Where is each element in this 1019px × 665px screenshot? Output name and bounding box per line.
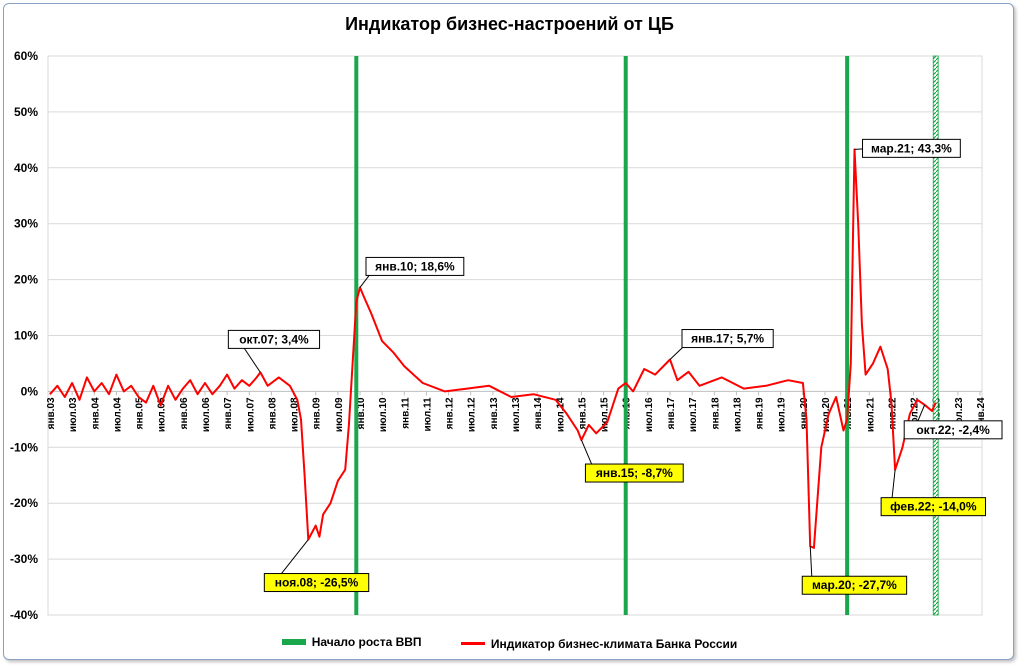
y-tick-label: 40% — [14, 161, 38, 175]
x-tick-label: янв.07 — [223, 397, 234, 429]
callout-low: фев.22; -14,0% — [880, 469, 987, 517]
x-tick-label: июл.04 — [112, 397, 123, 432]
x-tick-label: июл.17 — [688, 397, 699, 432]
x-tick-label: июл.06 — [201, 397, 212, 432]
y-tick-label: -10% — [10, 440, 38, 454]
legend-item-indicator: Индикатор бизнес-климата Банка России — [460, 636, 738, 651]
y-tick-label: 0% — [21, 384, 39, 398]
x-tick-label: янв.17 — [666, 397, 677, 429]
indicator-series-line — [49, 148, 937, 549]
x-tick-label: янв.14 — [533, 397, 544, 429]
x-tick-label: июл.10 — [378, 397, 389, 432]
x-tick-label: июл.03 — [68, 397, 79, 432]
x-tick-label: янв.12 — [445, 397, 456, 429]
x-tick-label: июл.16 — [644, 397, 655, 432]
series-line — [49, 148, 937, 549]
callout-label: фев.22; -14,0% — [890, 500, 977, 514]
callout-box — [862, 138, 961, 158]
callout-box — [801, 575, 908, 595]
callout-box — [903, 420, 1003, 440]
x-tick-label: июл.21 — [865, 397, 876, 432]
callout-label: янв.17; 5,7% — [691, 332, 764, 346]
x-tick-label: июл.18 — [732, 397, 743, 432]
y-tick-labels: 60% 50% 40% 30% 20% 10% 0% -10% -20% -30% -40% — [10, 49, 38, 622]
gdp-growth-markers — [354, 55, 939, 616]
callout-box — [263, 573, 370, 593]
x-tick-label: июл.11 — [422, 397, 433, 432]
callout-label: мар.20; -27,7% — [812, 578, 897, 592]
x-tick-label: янв.08 — [267, 397, 278, 429]
y-tick-label: 10% — [14, 329, 38, 343]
annotations: окт.07; 3,4% янв.10; 18,6% янв.17; 5,7% мар… — [227, 138, 1003, 595]
gdp-growth-forecast-line — [932, 55, 939, 616]
callout-box — [227, 329, 321, 349]
y-tick-label: -30% — [10, 552, 38, 566]
callout-high: окт.07; 3,4% — [227, 329, 321, 373]
y-tick-label: 20% — [14, 273, 38, 287]
legend-label-gdp: Начало роста ВВП — [311, 635, 422, 649]
y-tick-label: -40% — [10, 608, 38, 622]
x-tick-label: янв.13 — [489, 397, 500, 429]
callout-low: янв.15; -8,7% — [580, 439, 684, 483]
x-tick-label: янв.09 — [312, 397, 323, 429]
callout-label: окт.07; 3,4% — [239, 332, 309, 346]
legend-swatch-indicator — [460, 642, 485, 645]
callout-box — [880, 497, 987, 517]
callout-box — [365, 256, 465, 276]
y-gridlines — [47, 55, 983, 616]
x-tick-label: янв.05 — [135, 397, 146, 429]
x-tick-label: янв.20 — [799, 397, 810, 429]
x-tick-label: июл.22 — [910, 397, 921, 432]
callout-label: янв.10; 18,6% — [375, 259, 455, 273]
legend: Начало роста ВВП Индикатор бизнес-климат… — [0, 634, 1019, 651]
x-tick-label: июл.07 — [245, 397, 256, 432]
y-tick-label: -20% — [10, 496, 38, 510]
x-tick-label: янв.06 — [179, 397, 190, 429]
x-tick-label: июл.14 — [555, 397, 566, 432]
x-tick-label: июл.20 — [821, 397, 832, 432]
x-tick-label: янв.19 — [755, 397, 766, 429]
x-tick-label: июл.05 — [157, 397, 168, 432]
x-tick-label: июл.15 — [600, 397, 611, 432]
x-tick-label: янв.24 — [976, 397, 987, 429]
x-tick-label: янв.03 — [46, 397, 57, 429]
legend-label-indicator: Индикатор бизнес-климата Банка России — [490, 636, 738, 651]
callout-low: мар.20; -27,7% — [801, 546, 908, 595]
callout-label: окт.22; -2,4% — [916, 423, 990, 437]
x-tick-label: янв.15 — [577, 397, 588, 429]
x-tick-label: июл.09 — [334, 397, 345, 432]
callout-label: ноя.08; -26,5% — [275, 576, 359, 590]
legend-item-gdp: Начало роста ВВП — [281, 635, 422, 649]
callout-label: мар.21; 43,3% — [871, 141, 952, 155]
callout-label: янв.15; -8,7% — [596, 466, 673, 480]
callout-high: окт.22; -2,4% — [903, 404, 1003, 440]
x-tick-label: июл.12 — [467, 397, 478, 432]
callout-high: янв.10; 18,6% — [359, 256, 465, 288]
callout-high: мар.21; 43,3% — [854, 138, 961, 158]
x-tick-label: июл.19 — [777, 397, 788, 432]
x-tick-label: янв.10 — [356, 397, 367, 429]
callout-low: ноя.08; -26,5% — [263, 539, 370, 593]
callout-box — [584, 463, 684, 483]
x-tick-label: янв.11 — [400, 397, 411, 429]
y-tick-label: 50% — [14, 105, 38, 119]
x-tick-label: июл.23 — [954, 397, 965, 432]
legend-swatch-gdp — [281, 639, 306, 645]
callout-high: янв.17; 5,7% — [669, 329, 774, 360]
chart-title: Индикатор бизнес-настроений от ЦБ — [345, 14, 674, 34]
x-tick-label: янв.04 — [90, 397, 101, 429]
callout-box — [681, 329, 774, 349]
y-tick-label: 60% — [14, 49, 38, 63]
y-tick-label: 30% — [14, 217, 38, 231]
x-tick-label: янв.18 — [710, 397, 721, 429]
x-tick-label: июл.08 — [290, 397, 301, 432]
x-tick-label: июл.13 — [511, 397, 522, 432]
